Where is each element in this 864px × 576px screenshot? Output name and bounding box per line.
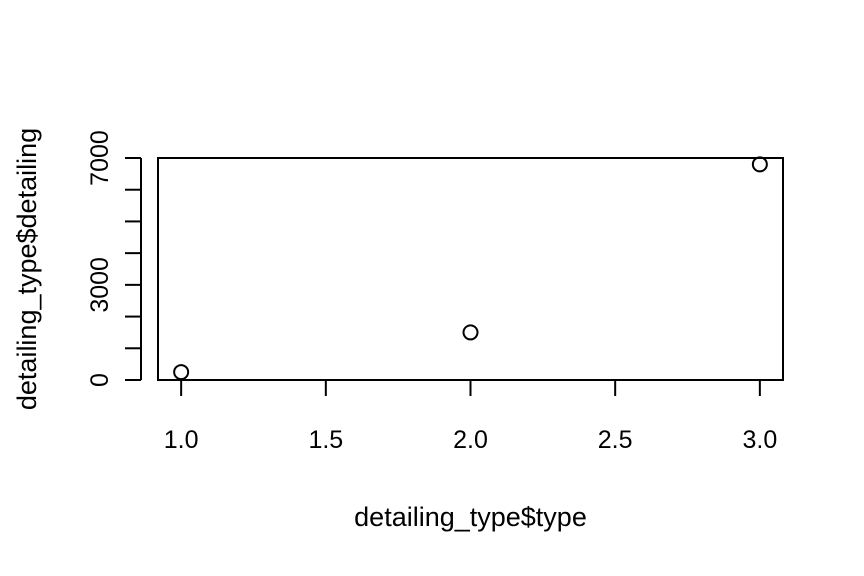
data-points (173, 156, 768, 381)
y-tick-label: 7000 (86, 130, 114, 186)
x-tick-label: 2.0 (453, 426, 488, 454)
data-point (462, 324, 479, 341)
x-tick-label: 2.5 (598, 426, 633, 454)
x-tick-label: 3.0 (742, 426, 777, 454)
data-point (751, 156, 768, 173)
y-tick-label: 3000 (86, 257, 114, 313)
x-tick-label: 1.0 (164, 426, 199, 454)
y-tick-label: 0 (86, 373, 114, 387)
y-axis: 0 3000 7000 (86, 130, 142, 387)
x-axis-title: detailing_type$type (354, 502, 587, 532)
x-tick-label: 1.5 (308, 426, 343, 454)
plot-frame (157, 157, 784, 381)
y-axis-title: detailing_type$detailing (12, 128, 42, 410)
x-axis: 1.0 1.5 2.0 2.5 3.0 (164, 379, 777, 454)
data-point (173, 364, 190, 381)
